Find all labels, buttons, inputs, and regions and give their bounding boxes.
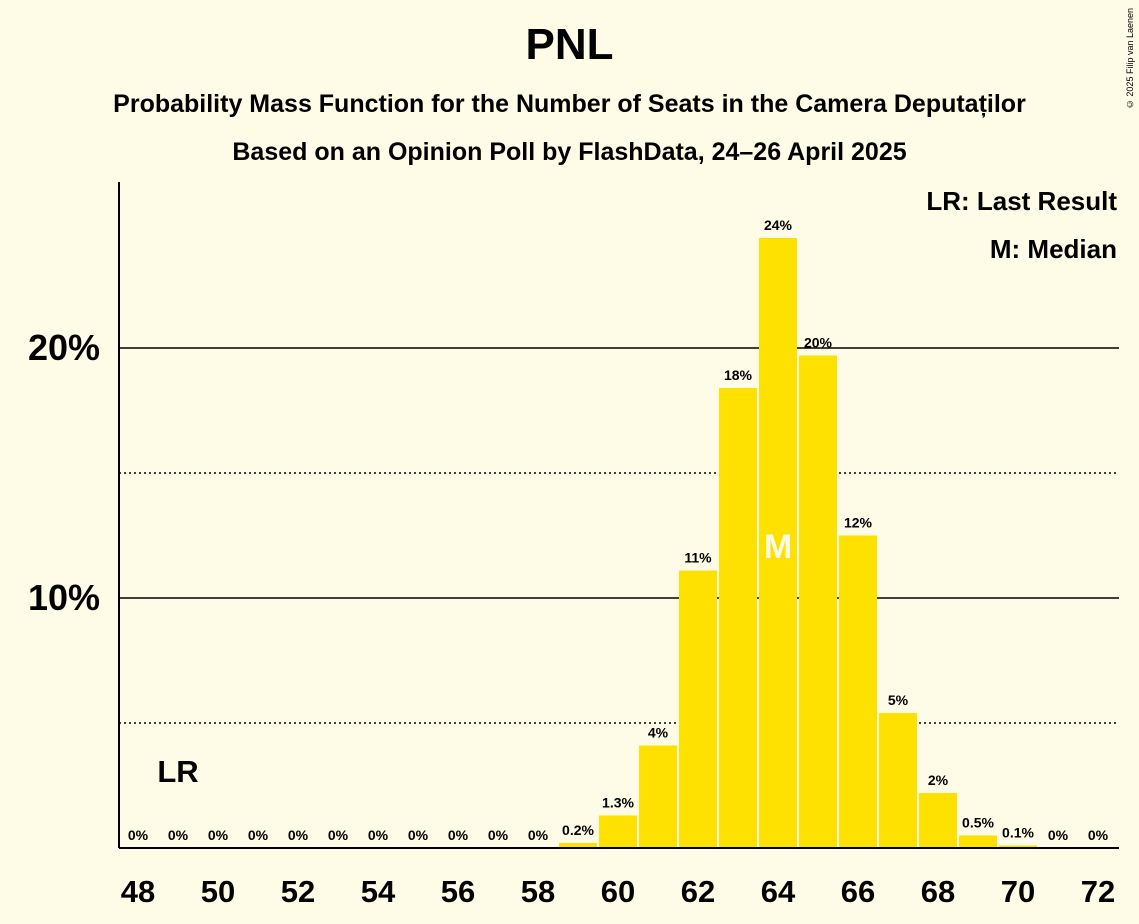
- bar: [959, 835, 997, 848]
- bar-data-label: 20%: [804, 335, 833, 351]
- bar-data-label: 0%: [168, 827, 189, 843]
- bar-data-label: 1.3%: [602, 795, 634, 811]
- bar: [799, 355, 837, 848]
- legend-median: M: Median: [989, 234, 1117, 264]
- x-tick-label: 58: [521, 874, 555, 909]
- bar-data-label: 24%: [764, 217, 793, 233]
- x-tick-label: 60: [601, 874, 635, 909]
- bar: [759, 238, 797, 848]
- bar-data-label: 0%: [368, 827, 389, 843]
- bar: [559, 843, 597, 848]
- bar: [599, 815, 637, 848]
- x-tick-label: 72: [1081, 874, 1115, 909]
- median-marker: M: [764, 528, 792, 566]
- y-tick-label: 10%: [28, 577, 100, 618]
- chart-source-subtitle: Based on an Opinion Poll by FlashData, 2…: [232, 138, 907, 166]
- x-tick-label: 62: [681, 874, 715, 909]
- x-tick-label: 48: [121, 874, 155, 909]
- chart-subtitle: Probability Mass Function for the Number…: [113, 90, 1026, 118]
- bar-data-label: 0%: [448, 827, 469, 843]
- bar-data-label: 0%: [208, 827, 229, 843]
- bar: [679, 570, 717, 848]
- bar-data-label: 0%: [528, 827, 549, 843]
- bar-data-label: 18%: [724, 367, 753, 383]
- bar-data-label: 12%: [844, 515, 873, 531]
- bar: [839, 535, 877, 848]
- bar-data-label: 0%: [288, 827, 309, 843]
- x-tick-label: 50: [201, 874, 235, 909]
- bar-data-label: 0%: [328, 827, 349, 843]
- bar-data-label: 0%: [488, 827, 509, 843]
- bar-data-label: 0%: [1048, 827, 1069, 843]
- x-tick-label: 56: [441, 874, 475, 909]
- last-result-marker: LR: [157, 754, 198, 789]
- bar-data-label: 0.2%: [562, 822, 594, 838]
- bar-data-label: 0.1%: [1002, 825, 1034, 841]
- x-tick-label: 66: [841, 874, 875, 909]
- bar-data-label: 0%: [1088, 827, 1109, 843]
- x-tick-label: 52: [281, 874, 315, 909]
- bar-data-label: 5%: [888, 692, 909, 708]
- bar-data-label: 0%: [408, 827, 429, 843]
- x-tick-label: 68: [921, 874, 955, 909]
- bar: [919, 793, 957, 848]
- bar: [999, 845, 1037, 848]
- bar-data-label: 11%: [684, 550, 712, 566]
- bar: [719, 388, 757, 848]
- x-tick-label: 64: [761, 874, 796, 909]
- bar: [879, 713, 917, 848]
- y-tick-label: 20%: [28, 327, 100, 368]
- bar-data-label: 0%: [128, 827, 149, 843]
- bar-data-label: 0%: [248, 827, 269, 843]
- legend-last-result: LR: Last Result: [926, 186, 1117, 216]
- bar-data-label: 0.5%: [962, 815, 994, 831]
- chart-title: PNL: [525, 20, 614, 69]
- bar-data-label: 2%: [928, 772, 949, 788]
- bar-data-label: 4%: [648, 725, 669, 741]
- bar: [639, 745, 677, 848]
- x-tick-label: 54: [361, 874, 396, 909]
- x-tick-label: 70: [1001, 874, 1035, 909]
